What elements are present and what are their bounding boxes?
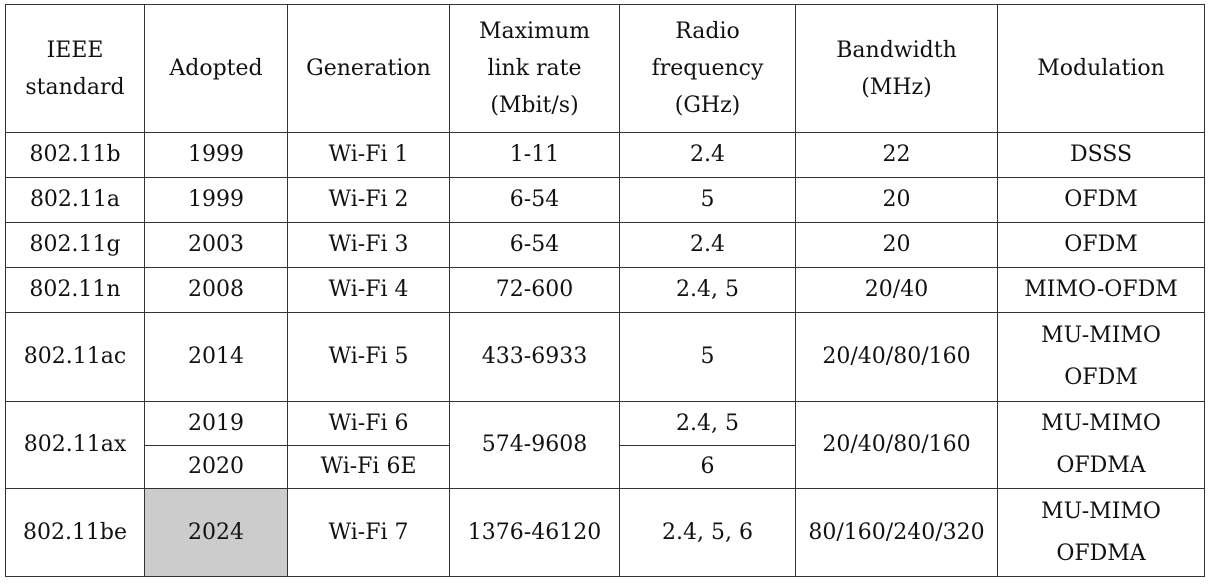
cell-standard: 802.11b [5, 132, 145, 178]
cell-frequency: 6 [619, 445, 796, 489]
cell-standard: 802.11a [5, 177, 145, 223]
cell-generation: Wi-Fi 5 [287, 312, 450, 402]
header-modulation: Modulation [997, 4, 1205, 133]
cell-frequency: 2.4, 5 [619, 267, 796, 313]
cell-standard: 802.11n [5, 267, 145, 313]
cell-rate: 6-54 [449, 222, 620, 268]
cell-bandwidth: 20/40 [795, 267, 998, 313]
cell-bandwidth: 20 [795, 177, 998, 223]
cell-adopted: 2019 [144, 401, 288, 446]
cell-frequency: 5 [619, 177, 796, 223]
table-row: 802.11b 1999 Wi-Fi 1 1-11 2.4 22 DSSS [5, 132, 1205, 178]
cell-frequency: 5 [619, 312, 796, 402]
cell-modulation: MU-MIMO OFDMA [997, 488, 1205, 577]
cell-rate: 1-11 [449, 132, 620, 178]
cell-adopted: 2014 [144, 312, 288, 402]
cell-adopted: 1999 [144, 177, 288, 223]
cell-rate: 433-6933 [449, 312, 620, 402]
cell-bandwidth: 22 [795, 132, 998, 178]
header-bandwidth: Bandwidth (MHz) [795, 4, 998, 133]
table-row: 802.11g 2003 Wi-Fi 3 6-54 2.4 20 OFDM [5, 222, 1205, 268]
header-max-link-rate: Maximum link rate (Mbit/s) [449, 4, 620, 133]
header-adopted: Adopted [144, 4, 288, 133]
cell-rate: 6-54 [449, 177, 620, 223]
cell-standard: 802.11ac [5, 312, 145, 402]
cell-standard: 802.11ax [5, 401, 145, 489]
header-ieee-standard: IEEE standard [5, 4, 145, 133]
cell-frequency: 2.4, 5 [619, 401, 796, 446]
cell-modulation: MIMO-OFDM [997, 267, 1205, 313]
cell-modulation: OFDM [997, 222, 1205, 268]
cell-generation: Wi-Fi 1 [287, 132, 450, 178]
cell-generation: Wi-Fi 6 [287, 401, 450, 446]
cell-adopted: 2020 [144, 445, 288, 489]
cell-generation: Wi-Fi 4 [287, 267, 450, 313]
cell-standard: 802.11be [5, 488, 145, 577]
header-row: IEEE standard Adopted Generation Maximum… [5, 4, 1205, 133]
table-row: 802.11be 2024 Wi-Fi 7 1376-46120 2.4, 5,… [5, 488, 1205, 577]
cell-generation: Wi-Fi 3 [287, 222, 450, 268]
cell-standard: 802.11g [5, 222, 145, 268]
cell-adopted: 2008 [144, 267, 288, 313]
cell-adopted-highlighted: 2024 [144, 488, 288, 577]
cell-frequency: 2.4, 5, 6 [619, 488, 796, 577]
cell-bandwidth: 80/160/240/320 [795, 488, 998, 577]
table-row: 802.11ac 2014 Wi-Fi 5 433-6933 5 20/40/8… [5, 312, 1205, 402]
cell-adopted: 2003 [144, 222, 288, 268]
cell-bandwidth: 20 [795, 222, 998, 268]
cell-modulation: MU-MIMO OFDM [997, 312, 1205, 402]
cell-rate: 72-600 [449, 267, 620, 313]
cell-frequency: 2.4 [619, 222, 796, 268]
table-row: 2020 Wi-Fi 6E 6 [6, 445, 1205, 489]
cell-bandwidth: 20/40/80/160 [795, 312, 998, 402]
cell-modulation: MU-MIMO OFDMA [997, 401, 1205, 489]
cell-generation: Wi-Fi 2 [287, 177, 450, 223]
cell-generation: Wi-Fi 7 [287, 488, 450, 577]
table-row: 802.11ax 2019 Wi-Fi 6 574-9608 2.4, 5 20… [5, 401, 1205, 489]
header-radio-frequency: Radio frequency (GHz) [619, 4, 796, 133]
header-generation: Generation [287, 4, 450, 133]
wifi-standards-table: IEEE standard Adopted Generation Maximum… [5, 4, 1205, 577]
cell-bandwidth: 20/40/80/160 [795, 401, 998, 489]
table-row: 802.11a 1999 Wi-Fi 2 6-54 5 20 OFDM [5, 177, 1205, 223]
cell-rate: 1376-46120 [449, 488, 620, 577]
cell-frequency: 2.4 [619, 132, 796, 178]
cell-generation: Wi-Fi 6E [287, 445, 450, 489]
cell-modulation: OFDM [997, 177, 1205, 223]
cell-adopted: 1999 [144, 132, 288, 178]
cell-rate: 574-9608 [449, 401, 620, 489]
table-row: 802.11n 2008 Wi-Fi 4 72-600 2.4, 5 20/40… [5, 267, 1205, 313]
cell-modulation: DSSS [997, 132, 1205, 178]
